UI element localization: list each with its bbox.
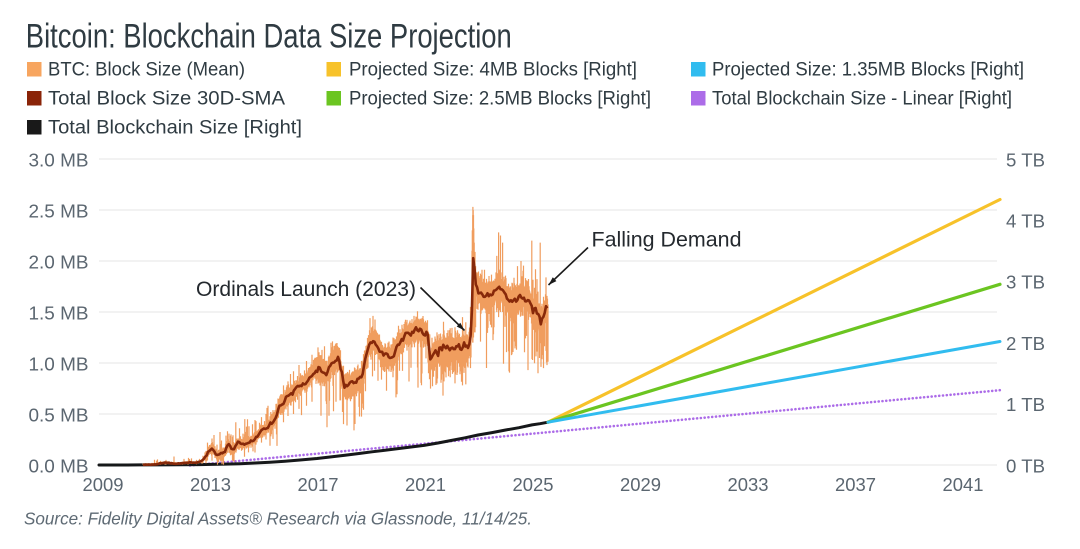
svg-text:1 TB: 1 TB — [1006, 395, 1045, 415]
svg-text:BTC: Block Size (Mean): BTC: Block Size (Mean) — [48, 60, 245, 81]
svg-text:5 TB: 5 TB — [1006, 150, 1045, 170]
svg-text:1.5 MB: 1.5 MB — [29, 303, 89, 323]
svg-text:0.5 MB: 0.5 MB — [29, 405, 89, 425]
svg-text:Projected Size: 4MB Blocks [Ri: Projected Size: 4MB Blocks [Right] — [349, 60, 637, 81]
svg-text:2017: 2017 — [298, 475, 339, 495]
svg-text:0.0 MB: 0.0 MB — [29, 456, 89, 476]
svg-text:Total Blockchain Size - Linear: Total Blockchain Size - Linear [Right] — [712, 89, 1012, 110]
svg-text:4 TB: 4 TB — [1006, 212, 1045, 232]
svg-text:Projected Size: 2.5MB Blocks [: Projected Size: 2.5MB Blocks [Right] — [349, 89, 651, 110]
svg-text:2013: 2013 — [190, 475, 231, 495]
svg-text:2009: 2009 — [83, 475, 124, 495]
svg-text:2037: 2037 — [835, 475, 876, 495]
svg-text:Ordinals Launch (2023): Ordinals Launch (2023) — [196, 278, 416, 301]
svg-text:2.5 MB: 2.5 MB — [29, 201, 89, 221]
svg-text:2041: 2041 — [943, 475, 984, 495]
svg-text:3 TB: 3 TB — [1006, 273, 1045, 293]
svg-text:2025: 2025 — [513, 475, 554, 495]
svg-text:2029: 2029 — [620, 475, 661, 495]
svg-text:2 TB: 2 TB — [1006, 334, 1045, 354]
svg-text:Bitcoin: Blockchain Data Size: Bitcoin: Blockchain Data Size Projection — [26, 18, 512, 56]
svg-text:1.0 MB: 1.0 MB — [29, 354, 89, 374]
svg-text:Projected Size: 1.35MB Blocks: Projected Size: 1.35MB Blocks [Right] — [712, 60, 1024, 81]
svg-text:Total Block Size 30D-SMA: Total Block Size 30D-SMA — [48, 89, 285, 110]
svg-text:0 TB: 0 TB — [1006, 456, 1045, 476]
svg-text:2.0 MB: 2.0 MB — [29, 252, 89, 272]
svg-text:2033: 2033 — [728, 475, 769, 495]
svg-text:2021: 2021 — [405, 475, 446, 495]
svg-text:Source: Fidelity Digital Asset: Source: Fidelity Digital Assets® Researc… — [24, 509, 532, 529]
svg-text:3.0 MB: 3.0 MB — [29, 150, 89, 170]
svg-text:Falling Demand: Falling Demand — [592, 229, 742, 252]
svg-text:Total Blockchain Size [Right]: Total Blockchain Size [Right] — [48, 118, 302, 139]
